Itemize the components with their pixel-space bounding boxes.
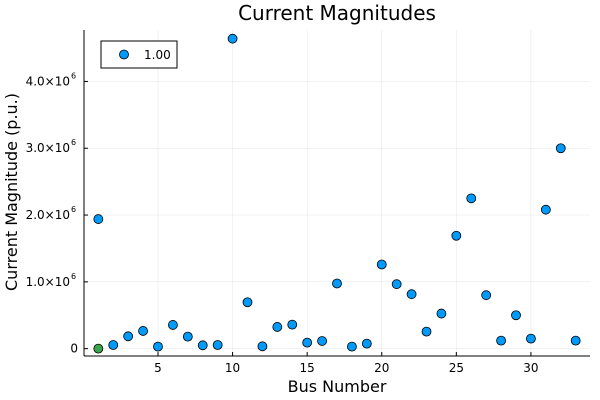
- y-tick-exponent: 6: [71, 71, 76, 80]
- y-tick-exponent: 6: [71, 272, 76, 281]
- y-tick-label: 1.0×10: [26, 275, 70, 289]
- data-point: [302, 337, 313, 348]
- data-point: [376, 259, 387, 270]
- data-point: [272, 322, 283, 332]
- data-point: [555, 143, 566, 154]
- data-point: [466, 193, 477, 204]
- y-tick-label: 2.0×10: [26, 208, 70, 222]
- data-point: [540, 204, 551, 215]
- data-point: [257, 341, 268, 352]
- y-axis-title: Current Magnitude (p.u.): [2, 93, 21, 291]
- data-point: [570, 335, 581, 346]
- x-tick-label: 15: [300, 361, 315, 375]
- data-point: [332, 278, 342, 289]
- data-point: [93, 214, 104, 224]
- x-tick-label: 5: [154, 361, 162, 375]
- x-tick-label: 20: [374, 361, 389, 375]
- data-point: [108, 340, 119, 350]
- legend-marker: [119, 49, 129, 60]
- y-tick-exponent: 6: [71, 138, 76, 147]
- data-point: [287, 319, 298, 330]
- data-point: [481, 290, 492, 301]
- x-tick-label: 25: [449, 361, 464, 375]
- data-point: [317, 336, 327, 346]
- highlight-point: [93, 343, 104, 354]
- legend-label: 1.00: [144, 48, 171, 62]
- data-point: [526, 333, 536, 344]
- data-point: [168, 320, 178, 330]
- data-points: [93, 33, 581, 354]
- data-point: [242, 297, 253, 308]
- axes: [83, 30, 590, 357]
- y-tick-label: 4.0×10: [26, 74, 70, 88]
- data-point: [182, 331, 193, 342]
- legend-box: [100, 40, 178, 69]
- data-point: [138, 326, 148, 336]
- y-tick-label: 0: [70, 342, 78, 356]
- data-point: [406, 289, 417, 300]
- data-point: [421, 326, 432, 337]
- data-point: [227, 33, 238, 44]
- grid-lines: [84, 30, 590, 356]
- data-point: [347, 341, 357, 352]
- x-axis-title: Bus Number: [288, 377, 387, 396]
- legend: 1.00: [100, 40, 178, 69]
- chart-title: Current Magnitudes: [238, 1, 436, 25]
- data-point: [361, 338, 372, 349]
- y-tick-label: 3.0×10: [26, 141, 70, 155]
- data-point: [496, 335, 506, 346]
- data-point: [436, 308, 447, 319]
- data-point: [123, 331, 134, 342]
- data-point: [153, 341, 163, 352]
- x-tick-labels: 5 10 15 20 25 30: [154, 361, 538, 375]
- x-tick-label: 30: [523, 361, 538, 375]
- data-point: [511, 310, 521, 321]
- data-point: [212, 340, 223, 350]
- x-tick-label: 10: [225, 361, 240, 375]
- data-point: [391, 279, 402, 290]
- data-point: [197, 340, 208, 351]
- y-tick-exponent: 6: [71, 205, 76, 214]
- y-tick-labels: 01.0×10 62.0×10 63.0×10 64.0×10 6: [26, 71, 78, 355]
- data-point: [451, 230, 462, 241]
